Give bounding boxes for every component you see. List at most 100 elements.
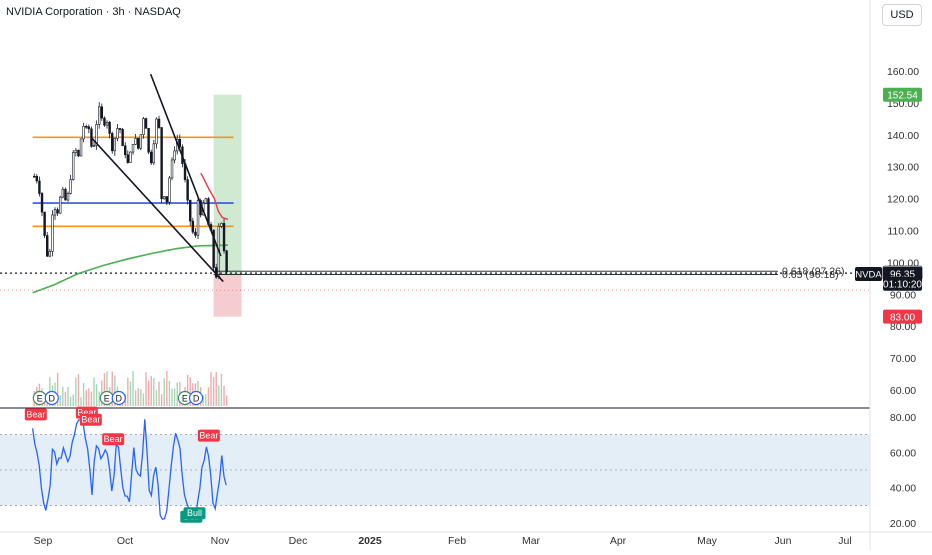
candle-body: [194, 231, 197, 236]
candle-body: [64, 188, 67, 201]
event-marker-label: E: [182, 394, 188, 404]
candle-body: [163, 196, 166, 200]
candle-body: [137, 138, 140, 149]
bear-signal: [24, 408, 47, 421]
volume-bar: [77, 374, 80, 406]
volume-bar: [171, 388, 173, 406]
volume-bar: [127, 377, 129, 406]
candle-body: [46, 235, 49, 257]
candle-body: [126, 154, 130, 163]
event-marker-label: D: [116, 394, 123, 404]
candle-body: [40, 193, 44, 213]
volume-bar: [142, 393, 145, 406]
bull-signal: [183, 507, 206, 520]
candle-body: [131, 143, 135, 153]
trend-line[interactable]: [149, 73, 222, 257]
volume-bar: [98, 391, 100, 406]
price-axis-label: 96.35: [890, 270, 915, 281]
volume-bar: [176, 382, 178, 406]
volume-bar: [132, 370, 134, 406]
price-tick-label: 130.00: [887, 162, 919, 174]
price-axis-label-bg: [883, 87, 922, 102]
volume-bar: [114, 375, 116, 406]
volume-bar: [225, 395, 228, 406]
candle-body: [116, 128, 119, 139]
bear-signal: [79, 413, 102, 426]
moving-average-short[interactable]: [200, 172, 229, 220]
price-tick-label: 90.00: [890, 289, 916, 301]
event-marker-label: D: [193, 394, 200, 404]
candle-body: [56, 209, 59, 214]
candle-body: [79, 138, 83, 157]
price-tick-label: 120.00: [887, 194, 919, 206]
price-axis-label-bg: [883, 309, 922, 324]
price-axis-label: 152.54: [887, 90, 918, 101]
candle-body: [165, 196, 169, 203]
volume-bar: [137, 388, 139, 406]
candle-body: [144, 118, 148, 129]
candle-body: [98, 106, 101, 125]
volume-bar: [207, 387, 210, 406]
price-tick-label: 140.00: [887, 130, 919, 142]
volume-bar: [147, 380, 150, 406]
volume-bar: [168, 380, 171, 406]
candle-body: [35, 176, 39, 182]
candle-body: [59, 196, 62, 214]
volume-bar: [163, 378, 165, 406]
volume-bar: [189, 377, 191, 406]
position-loss-zone: [213, 273, 242, 317]
candle-body: [178, 139, 182, 148]
candle-body: [139, 134, 143, 149]
trend-line[interactable]: [91, 137, 224, 283]
time-tick-label: 2025: [358, 535, 382, 547]
candle-body: [100, 106, 104, 119]
candle-body: [196, 200, 200, 236]
time-tick-label: Sep: [34, 535, 53, 547]
candle-body: [82, 125, 85, 140]
time-tick-label: Mar: [522, 535, 541, 547]
candle-body: [121, 129, 124, 147]
candle-body: [74, 149, 78, 153]
volume-bar: [64, 391, 67, 406]
dividend-icon[interactable]: [111, 390, 126, 406]
candle-body: [105, 121, 109, 126]
volume-bar: [218, 385, 220, 406]
volume-bar: [215, 372, 217, 406]
dividend-icon[interactable]: [44, 390, 59, 406]
symbol-tag: NVDA: [855, 270, 882, 281]
dividend-icon[interactable]: [188, 390, 204, 406]
bear-signal: [102, 433, 125, 446]
volume-bar: [210, 372, 212, 406]
volume-bar: [93, 377, 95, 406]
candle-body: [92, 145, 96, 147]
candle-body: [118, 128, 122, 130]
fib-level-label: 0.65 (96.18): [782, 269, 839, 281]
currency-button[interactable]: USD: [882, 4, 922, 26]
time-tick-label: Oct: [117, 535, 133, 547]
candle-body: [87, 126, 91, 130]
chart-title: NVIDIA Corporation · 3h · NASDAQ: [6, 6, 181, 18]
volume-bar: [69, 397, 72, 406]
time-tick-label: May: [697, 535, 718, 547]
symbol-tag-bg: [855, 267, 882, 282]
price-axis-label: 01:10:20: [883, 279, 922, 290]
signal-label: Bear: [104, 434, 123, 444]
volume-bar: [150, 375, 152, 406]
signal-label: Bear: [26, 409, 45, 419]
candle-body: [191, 220, 195, 233]
candle-body: [142, 118, 145, 135]
volume-bar: [75, 377, 77, 406]
volume-bar: [88, 388, 90, 406]
time-tick-label: Jun: [775, 535, 792, 547]
candle-body: [69, 179, 72, 194]
candle-body: [66, 193, 70, 201]
event-marker-label: E: [37, 394, 43, 404]
price-axis-label: 83.00: [890, 312, 915, 323]
signal-label: Bear: [81, 415, 100, 425]
volume-bar: [56, 372, 59, 406]
candle-body: [147, 128, 150, 153]
bear-signal: [197, 429, 220, 442]
moving-average-long[interactable]: [32, 244, 229, 294]
